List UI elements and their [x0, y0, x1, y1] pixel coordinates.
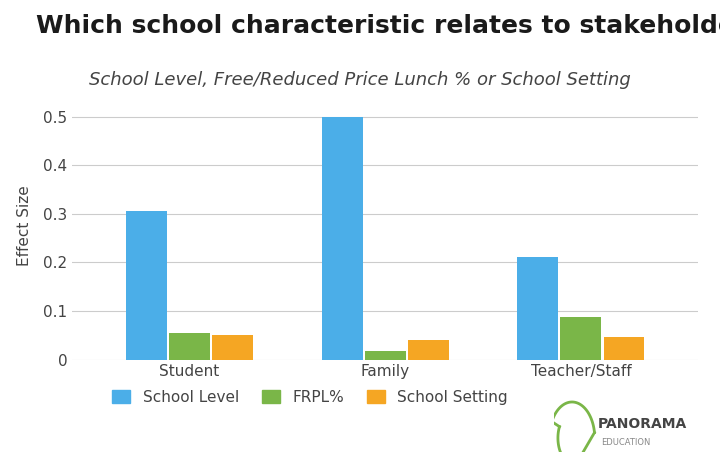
- Text: Which school characteristic relates to stakeholders’ perceptions?: Which school characteristic relates to s…: [36, 14, 720, 38]
- Text: EDUCATION: EDUCATION: [601, 438, 651, 447]
- Bar: [126, 211, 167, 360]
- Legend: School Level, FRPL%, School Setting: School Level, FRPL%, School Setting: [106, 384, 514, 411]
- Bar: [603, 337, 644, 360]
- Y-axis label: Effect Size: Effect Size: [17, 185, 32, 266]
- Text: School Level, Free/Reduced Price Lunch % or School Setting: School Level, Free/Reduced Price Lunch %…: [89, 71, 631, 89]
- Bar: [322, 117, 363, 360]
- Bar: [365, 351, 405, 360]
- Bar: [560, 317, 601, 360]
- Bar: [169, 333, 210, 360]
- Text: PANORAMA: PANORAMA: [598, 417, 687, 431]
- Bar: [518, 258, 558, 360]
- Bar: [408, 340, 449, 360]
- Bar: [212, 335, 253, 360]
